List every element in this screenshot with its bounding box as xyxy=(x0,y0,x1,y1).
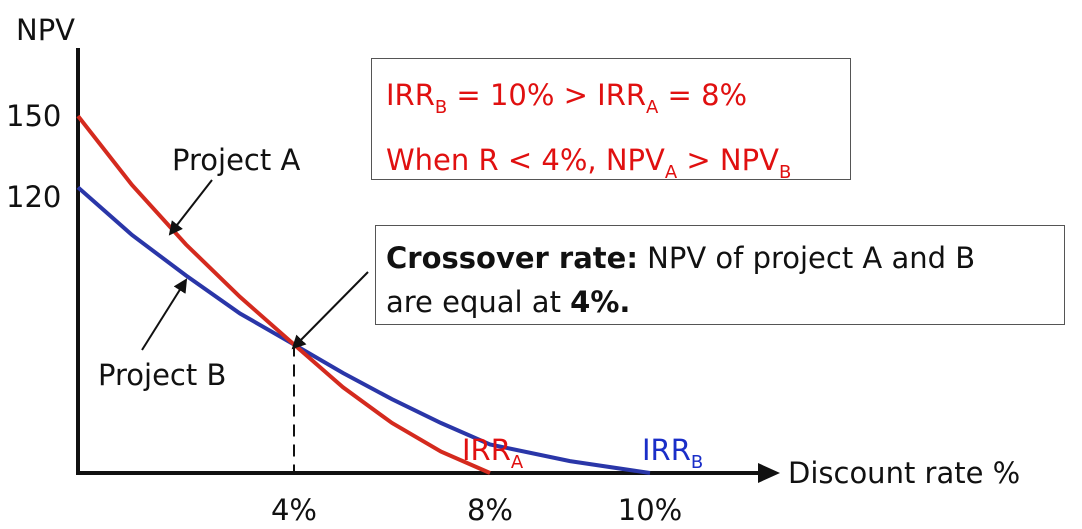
irr-a-label: IRRA xyxy=(462,433,524,473)
crossover-line-1: Crossover rate: NPV of project A and B xyxy=(386,241,976,275)
y-axis-label: NPV xyxy=(16,13,75,47)
x-axis-label: Discount rate % xyxy=(788,456,1020,490)
series-label-project-b: Project B xyxy=(98,358,226,392)
x-tick-label-4: 4% xyxy=(271,493,317,527)
crossover-rate-box: Crossover rate: NPV of project A and B a… xyxy=(375,225,1065,325)
y-tick-label-150: 150 xyxy=(6,99,61,133)
project-a-pointer-arrow xyxy=(168,179,213,236)
x-tick-label-10: 10% xyxy=(618,493,682,527)
x-axis-arrowhead xyxy=(758,463,780,483)
project-b-pointer-arrow xyxy=(141,278,188,351)
irr-comparison-box: IRRB = 10% > IRRA = 8% When R < 4%, NPVA… xyxy=(371,58,851,183)
y-tick-label-120: 120 xyxy=(6,180,61,214)
npv-condition-line: When R < 4%, NPVA > NPVB xyxy=(386,143,792,183)
crossover-line-2: are equal at 4%. xyxy=(386,285,631,319)
crossover-pointer-arrow xyxy=(291,271,369,350)
series-label-project-a: Project A xyxy=(172,143,300,177)
series-line-project-b xyxy=(76,185,651,475)
irr-comparison-line: IRRB = 10% > IRRA = 8% xyxy=(386,78,748,118)
x-tick-label-8: 8% xyxy=(467,493,513,527)
irr-b-label: IRRB xyxy=(642,433,703,473)
